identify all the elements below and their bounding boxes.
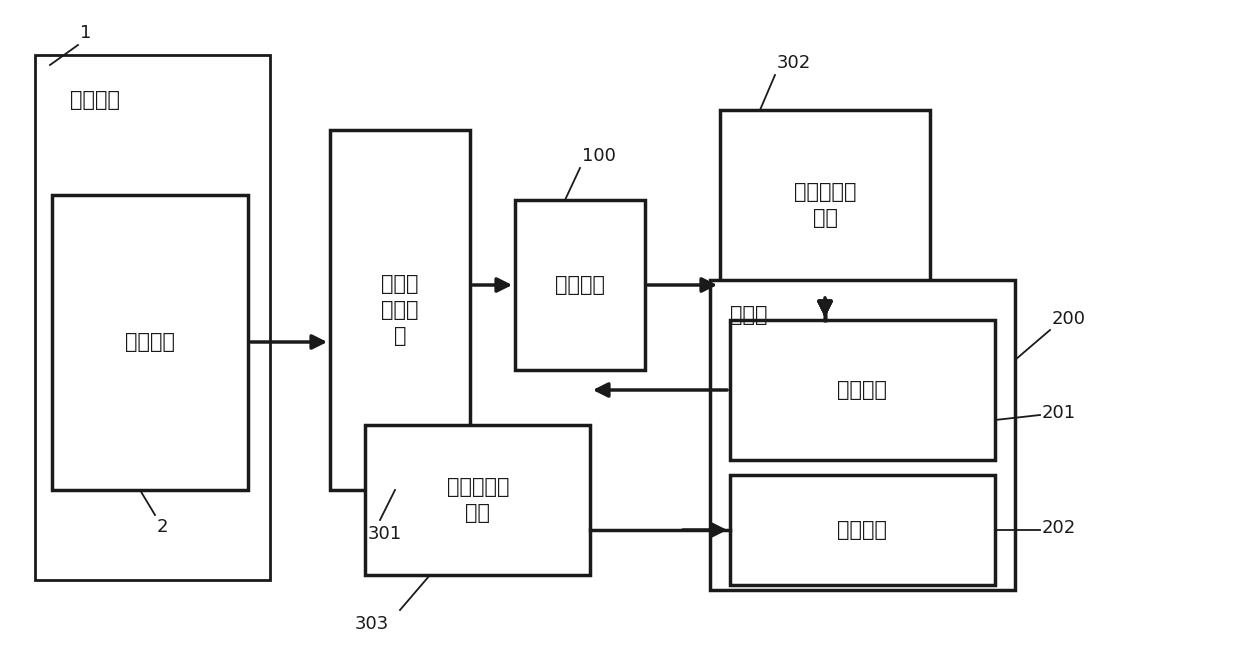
Text: 第二级滤波
电路: 第二级滤波 电路 xyxy=(794,182,857,228)
Text: 1: 1 xyxy=(81,24,92,42)
Text: 放大单元: 放大单元 xyxy=(837,380,887,400)
Bar xyxy=(730,320,994,460)
Text: 取样单元: 取样单元 xyxy=(837,520,887,540)
Bar xyxy=(720,110,930,300)
Bar xyxy=(52,195,248,490)
Text: 第三级滤波
电路: 第三级滤波 电路 xyxy=(446,477,510,523)
Text: 200: 200 xyxy=(1052,310,1086,328)
Text: 单片机: 单片机 xyxy=(730,305,768,325)
Text: 整流桥堆: 整流桥堆 xyxy=(125,332,175,352)
Bar xyxy=(365,425,590,575)
Bar xyxy=(515,200,645,370)
Bar xyxy=(330,130,470,490)
Text: 201: 201 xyxy=(1042,404,1076,422)
Text: 采集单元: 采集单元 xyxy=(556,275,605,295)
Text: 电源电路: 电源电路 xyxy=(69,90,120,110)
Text: 202: 202 xyxy=(1042,519,1076,537)
Text: 第一级
滤波电
路: 第一级 滤波电 路 xyxy=(381,273,419,347)
Bar xyxy=(35,55,270,580)
Text: 302: 302 xyxy=(777,54,811,72)
Bar xyxy=(730,475,994,585)
Text: 301: 301 xyxy=(368,525,402,543)
Bar xyxy=(711,280,1016,590)
Text: 100: 100 xyxy=(582,147,616,165)
Text: 2: 2 xyxy=(157,518,169,536)
Text: 303: 303 xyxy=(355,615,389,633)
